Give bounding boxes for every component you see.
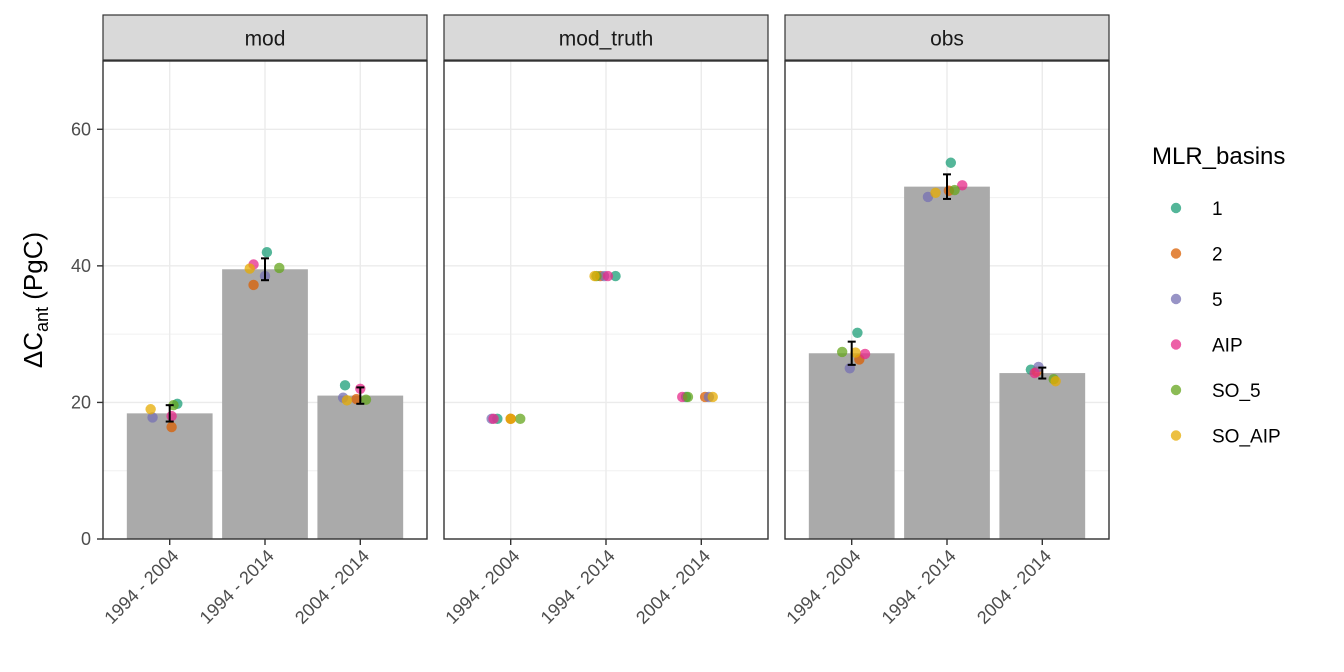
bar [222, 269, 308, 539]
data-point-SO_5 [682, 391, 694, 403]
legend: MLR_basins 1 2 5 AIP SO_5 SO_AIP [1152, 143, 1285, 448]
data-point-AIP [602, 270, 614, 282]
legend-item-SO_5: SO_5 [1170, 381, 1261, 402]
y-tick-label: 40 [71, 256, 91, 276]
data-point-5 [147, 412, 158, 423]
legend-key [1170, 339, 1182, 350]
facet-strip [784, 14, 1110, 61]
legend-item-SO_AIP: SO_AIP [1170, 427, 1281, 448]
error-bar [261, 257, 269, 282]
bar [808, 353, 895, 539]
data-point-SO_AIP [341, 395, 353, 406]
error-bar [943, 173, 951, 200]
facet-strip [443, 14, 769, 61]
bar [126, 413, 213, 539]
data-point-SO_5 [360, 394, 372, 405]
legend-label: 1 [1212, 199, 1223, 220]
data-point-SO_AIP [930, 187, 941, 198]
error-bar [1038, 366, 1047, 380]
facet-panel-mod: mod 1994 - 2004 1994 - 2014 2004 - 2014 [100, 14, 428, 628]
data-point-2 [166, 421, 177, 433]
legend-label: SO_AIP [1212, 427, 1281, 448]
x-tick-label: 1994 - 2014 [196, 546, 278, 628]
data-point-1 [339, 380, 351, 391]
legend-title: MLR_basins [1152, 143, 1285, 170]
legend-item-AIP: AIP [1170, 336, 1243, 357]
data-point-SO_AIP [707, 391, 718, 403]
x-tick-label: 2004 - 2014 [291, 546, 373, 628]
y-axis-title: ΔCant (PgC) [18, 232, 52, 368]
data-point-SO_AIP [589, 270, 600, 282]
data-point-1 [945, 157, 957, 168]
data-point-AIP [957, 180, 968, 191]
legend-key [1170, 202, 1182, 214]
legend-label: 5 [1212, 290, 1223, 311]
x-tick-label: 1994 - 2004 [100, 546, 182, 628]
x-tick-label: 1994 - 2014 [878, 546, 960, 628]
x-tick-label: 1994 - 2004 [441, 546, 523, 628]
data-point-AIP [488, 413, 499, 425]
error-bar [165, 404, 174, 423]
data-point-5 [922, 191, 934, 203]
legend-key [1170, 430, 1182, 441]
facet-strip [102, 14, 428, 61]
data-point-SO_AIP [244, 263, 255, 274]
data-point-1 [261, 247, 273, 258]
legend-key [1170, 293, 1182, 305]
x-tick-label: 1994 - 2004 [782, 546, 864, 628]
data-point-2 [351, 393, 362, 405]
y-tick-label: 20 [71, 392, 91, 412]
data-point-2 [248, 279, 259, 291]
error-bar [356, 386, 365, 405]
bar [904, 186, 990, 539]
y-axis: 0 20 40 60 ΔCant (PgC) [18, 119, 103, 549]
facet-strip-label: mod_truth [559, 28, 654, 51]
data-point-AIP [1029, 367, 1040, 379]
legend-label: SO_5 [1212, 381, 1261, 402]
data-point-SO_AIP [505, 413, 516, 425]
legend-item-5: 5 [1170, 290, 1223, 311]
bar [317, 395, 404, 539]
bar [999, 373, 1086, 539]
data-point-SO_5 [836, 346, 848, 358]
data-point-SO_5 [515, 413, 526, 425]
x-tick-label: 1994 - 2014 [537, 546, 619, 628]
legend-item-1: 1 [1170, 199, 1223, 220]
y-tick-label: 60 [71, 119, 91, 139]
legend-label: 2 [1212, 245, 1223, 266]
data-point-SO_AIP [850, 347, 861, 358]
legend-item-2: 2 [1170, 245, 1223, 266]
data-point-AIP [859, 348, 871, 360]
data-point-SO_5 [949, 184, 960, 196]
x-tick-label: 2004 - 2014 [632, 546, 714, 628]
legend-key [1170, 384, 1182, 396]
data-point-AIP [166, 410, 177, 422]
facet-panel-mod_truth: mod_truth 1994 - 2004 1994 - 2014 2004 - 20… [441, 14, 769, 628]
legend-label: AIP [1212, 336, 1243, 357]
error-bar [847, 340, 856, 366]
facet-strip-label: mod [245, 28, 286, 51]
data-point-SO_AIP [1050, 376, 1061, 387]
data-point-1 [852, 327, 863, 338]
data-point-SO_AIP [145, 404, 156, 415]
facet-strip-label: obs [930, 28, 964, 51]
data-point-1 [610, 270, 621, 282]
y-tick-label: 0 [81, 529, 91, 549]
x-tick-label: 2004 - 2014 [973, 546, 1055, 628]
data-point-SO_5 [274, 262, 285, 274]
facet-panel-obs: obs 1994 - 2004 1994 - 2014 2004 - 2014 [782, 14, 1110, 628]
legend-key [1170, 248, 1182, 259]
